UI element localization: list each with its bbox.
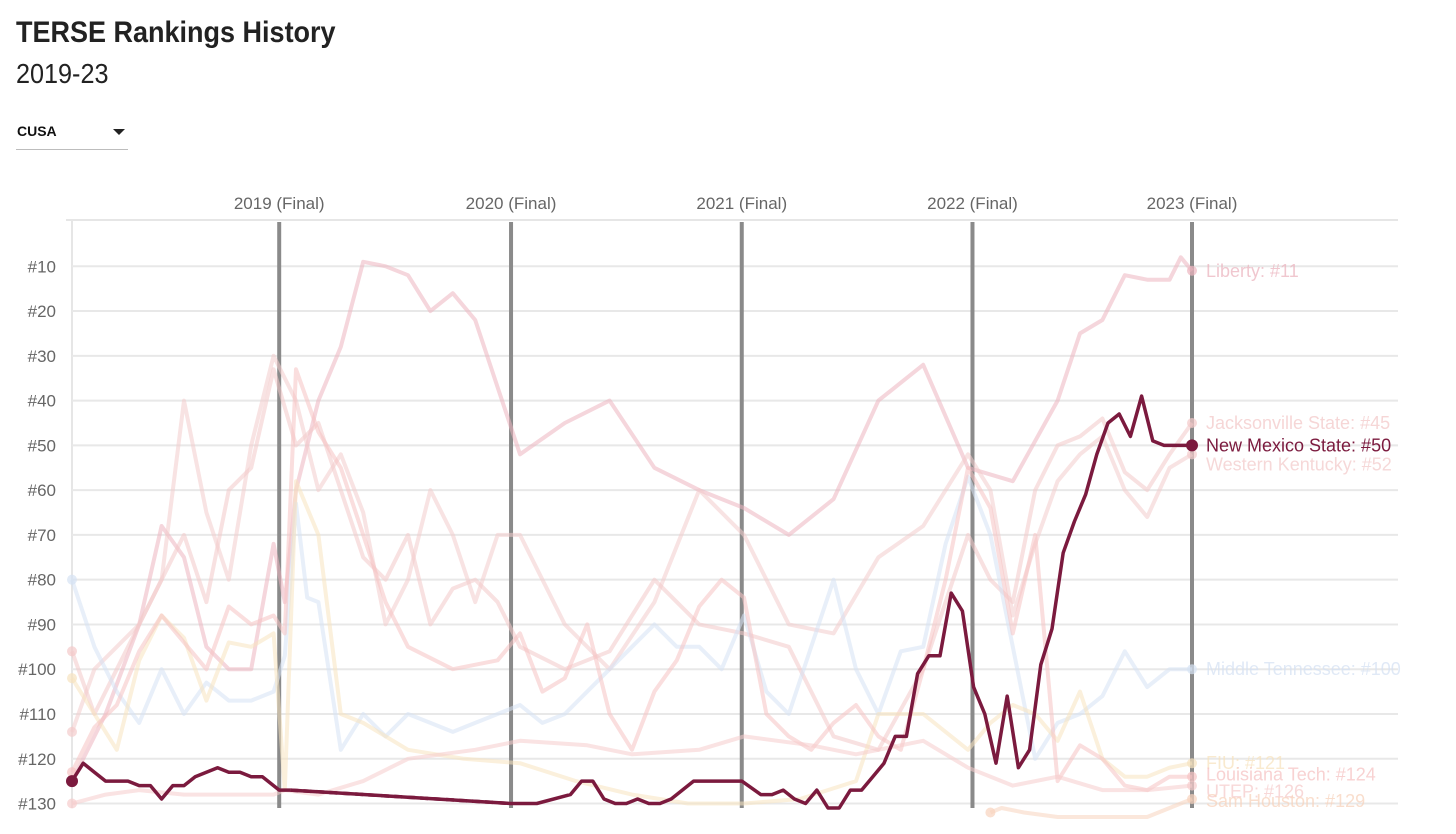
y-tick-label: #10	[28, 257, 56, 276]
series-end-label: Western Kentucky: #52	[1206, 454, 1392, 474]
series-end-point	[1187, 664, 1197, 675]
series-end-label: Jacksonville State: #45	[1206, 413, 1390, 433]
y-tick-label: #50	[28, 436, 56, 455]
series-line	[989, 797, 1193, 819]
y-tick-label: #120	[18, 750, 56, 769]
chevron-down-icon	[113, 129, 125, 135]
series-end-label: New Mexico State: #50	[1206, 435, 1391, 455]
series-layer	[66, 255, 1198, 819]
series-end-label: Sam Houston: #129	[1206, 791, 1365, 811]
page-title: TERSE Rankings History	[16, 16, 336, 49]
highlight-series-start-point	[66, 775, 78, 788]
y-tick-label: #70	[28, 526, 56, 545]
series-start-point	[985, 807, 996, 818]
series-line	[70, 353, 1194, 733]
series-end-label: Liberty: #11	[1206, 261, 1299, 281]
y-tick-label: #60	[28, 481, 56, 500]
season-marker-label: 2021 (Final)	[696, 194, 787, 213]
conference-select[interactable]: CUSA	[16, 118, 128, 150]
highlight-series-line	[70, 761, 291, 801]
series-start-point	[67, 726, 77, 737]
series-end-point	[1187, 417, 1197, 428]
y-tick-label: #40	[28, 392, 56, 411]
series-line	[71, 734, 1193, 806]
series-end-point	[1187, 265, 1197, 276]
highlight-series-line	[290, 394, 1192, 810]
page-subtitle: 2019-23	[16, 58, 109, 89]
series-end-point	[1187, 771, 1197, 782]
series-start-point	[67, 646, 77, 657]
y-tick-label: #30	[28, 347, 56, 366]
series-end-point	[1187, 794, 1197, 805]
series-start-point	[67, 574, 77, 585]
y-tick-label: #90	[28, 615, 56, 634]
series-line	[70, 474, 1192, 761]
y-tick-label: #110	[19, 705, 56, 724]
series-line	[70, 255, 1194, 782]
season-marker-label: 2022 (Final)	[927, 194, 1018, 213]
series-line	[70, 479, 1193, 806]
y-tick-label: #80	[28, 571, 56, 590]
season-marker-label: 2019 (Final)	[234, 194, 325, 213]
series-line	[70, 367, 1192, 793]
series-start-point	[67, 798, 77, 809]
y-tick-label: #130	[18, 795, 56, 814]
end-label-layer: New Mexico State: #50 Liberty: #11 Jackson…	[1206, 261, 1401, 811]
series-end-label: Middle Tennessee: #100	[1206, 659, 1401, 679]
series-end-label: UTEP: #126	[1206, 782, 1304, 802]
conference-select-value: CUSA	[17, 123, 57, 139]
season-marker-label: 2023 (Final)	[1147, 194, 1238, 213]
y-tick-label: #100	[18, 660, 56, 679]
season-marker-label: 2020 (Final)	[466, 194, 557, 213]
series-end-point	[1187, 780, 1197, 791]
series-line	[70, 367, 1194, 752]
series-start-point	[67, 673, 77, 684]
series-end-label: Louisiana Tech: #124	[1206, 765, 1376, 785]
series-end-point	[1187, 758, 1197, 769]
y-tick-label: #20	[28, 302, 56, 321]
series-end-point	[1187, 449, 1197, 460]
series-end-label: FIU: #121	[1206, 753, 1285, 773]
highlight-series-end-point	[1186, 439, 1198, 452]
